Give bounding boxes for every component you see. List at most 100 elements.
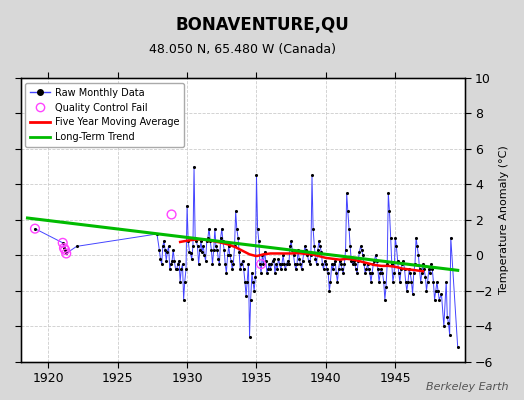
Point — [396, 279, 404, 285]
Point — [429, 279, 438, 285]
Point — [261, 257, 270, 264]
Point — [422, 288, 431, 294]
Point — [344, 208, 352, 214]
Point — [328, 261, 336, 267]
Point — [323, 266, 331, 273]
Point — [189, 243, 197, 250]
Point — [265, 261, 274, 267]
Point — [360, 261, 368, 267]
Point — [245, 334, 254, 340]
Point — [165, 243, 173, 250]
Point — [389, 279, 397, 285]
Point — [279, 252, 287, 258]
Point — [355, 248, 364, 255]
Point — [374, 266, 382, 273]
Point — [298, 266, 306, 273]
Point — [315, 238, 323, 244]
Point — [288, 247, 297, 253]
Point — [277, 266, 285, 273]
Point — [321, 257, 329, 264]
Point — [255, 238, 263, 244]
Point — [31, 226, 39, 232]
Point — [309, 226, 318, 232]
Point — [453, 344, 462, 351]
Point — [301, 243, 309, 250]
Point — [241, 279, 249, 285]
Point — [445, 332, 454, 338]
Point — [352, 266, 360, 273]
Point — [161, 247, 169, 253]
Point — [346, 243, 354, 250]
Point — [267, 261, 276, 267]
Point — [229, 261, 237, 267]
Point — [311, 256, 320, 262]
Point — [405, 266, 413, 273]
Point — [414, 252, 423, 258]
Point — [286, 243, 294, 250]
Point — [166, 266, 174, 273]
Point — [272, 261, 280, 267]
Point — [326, 279, 335, 285]
Point — [356, 243, 365, 250]
Point — [290, 261, 299, 267]
Point — [182, 266, 190, 273]
Point — [411, 261, 419, 267]
Point — [435, 296, 443, 303]
Point — [428, 266, 436, 273]
Point — [235, 248, 243, 255]
Point — [198, 248, 206, 255]
Point — [257, 261, 265, 267]
Point — [416, 266, 424, 273]
Point — [248, 270, 256, 276]
Y-axis label: Temperature Anomaly (°C): Temperature Anomaly (°C) — [499, 146, 509, 294]
Point — [251, 273, 259, 280]
Point — [400, 266, 409, 273]
Point — [59, 240, 67, 246]
Point — [268, 257, 277, 264]
Point — [254, 226, 262, 232]
Point — [263, 270, 271, 276]
Point — [442, 279, 451, 285]
Point — [249, 279, 257, 285]
Point — [308, 172, 316, 179]
Point — [419, 261, 427, 267]
Point — [402, 288, 411, 294]
Point — [367, 279, 375, 285]
Point — [427, 261, 435, 267]
Point — [443, 314, 452, 320]
Point — [417, 279, 425, 285]
Point — [173, 261, 182, 267]
Point — [408, 291, 417, 298]
Point — [432, 288, 440, 294]
Point — [221, 261, 230, 267]
Point — [384, 190, 392, 196]
Point — [206, 238, 214, 244]
Point — [368, 270, 376, 276]
Point — [318, 261, 326, 267]
Point — [282, 261, 291, 267]
Point — [187, 250, 195, 257]
Point — [171, 266, 180, 273]
Point — [276, 261, 284, 267]
Point — [244, 261, 253, 267]
Point — [210, 247, 218, 253]
Point — [31, 226, 39, 232]
Point — [319, 266, 328, 273]
Point — [305, 261, 314, 267]
Point — [359, 252, 367, 258]
Point — [209, 261, 217, 267]
Point — [223, 252, 232, 258]
Point — [62, 250, 70, 257]
Point — [172, 266, 181, 273]
Point — [72, 243, 81, 250]
Point — [299, 257, 307, 264]
Point — [281, 266, 290, 273]
Point — [190, 164, 198, 170]
Point — [407, 279, 416, 285]
Point — [203, 238, 211, 244]
Point — [234, 234, 242, 241]
Point — [226, 252, 234, 258]
Point — [278, 261, 286, 267]
Point — [296, 261, 304, 267]
Point — [258, 252, 267, 258]
